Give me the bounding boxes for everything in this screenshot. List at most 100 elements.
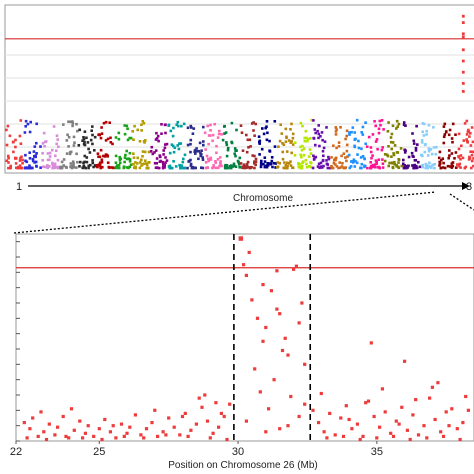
manhattan-point xyxy=(378,119,382,123)
manhattan-point xyxy=(48,155,52,158)
data-point xyxy=(144,427,149,431)
manhattan-point xyxy=(62,123,65,126)
manhattan-point xyxy=(230,141,234,145)
manhattan-point xyxy=(348,166,352,170)
data-point xyxy=(25,436,29,440)
manhattan-point xyxy=(51,161,54,165)
manhattan-point xyxy=(308,165,311,168)
data-point xyxy=(389,431,393,435)
manhattan-point xyxy=(467,158,471,161)
manhattan-point xyxy=(182,157,185,161)
manhattan-point xyxy=(365,145,369,148)
manhattan-point xyxy=(100,126,103,129)
manhattan-point xyxy=(179,166,182,170)
manhattan-point xyxy=(60,160,64,164)
data-point xyxy=(258,390,262,394)
manhattan-point xyxy=(159,159,163,163)
manhattan-point xyxy=(387,121,390,124)
manhattan-point xyxy=(364,142,367,146)
manhattan-point xyxy=(156,134,160,138)
manhattan-point xyxy=(429,148,433,151)
manhattan-point xyxy=(115,165,118,169)
manhattan-point xyxy=(117,131,121,135)
manhattan-point xyxy=(157,139,160,143)
manhattan-point xyxy=(354,160,357,163)
manhattan-point xyxy=(344,137,347,141)
manhattan-point xyxy=(346,155,349,158)
manhattan-point xyxy=(98,155,102,159)
manhattan-point xyxy=(72,163,75,167)
data-point xyxy=(458,437,462,442)
manhattan-point xyxy=(459,154,463,157)
data-point xyxy=(247,250,251,254)
manhattan-point xyxy=(155,157,159,160)
manhattan-point xyxy=(143,141,146,144)
manhattan-point xyxy=(247,146,250,149)
manhattan-point xyxy=(56,166,60,170)
manhattan-point xyxy=(179,142,183,145)
manhattan-point xyxy=(83,154,87,158)
manhattan-point xyxy=(249,145,252,148)
manhattan-point xyxy=(442,161,445,165)
manhattan-point xyxy=(43,140,47,144)
manhattan-point xyxy=(357,146,361,150)
manhattan-point xyxy=(231,165,235,168)
data-point xyxy=(455,427,459,431)
manhattan-point xyxy=(14,162,18,165)
data-point xyxy=(142,436,146,440)
manhattan-point xyxy=(317,136,320,140)
manhattan-point xyxy=(426,154,430,157)
manhattan-point xyxy=(415,124,418,128)
manhattan-point xyxy=(323,140,327,143)
manhattan-point xyxy=(421,165,424,169)
manhattan-point xyxy=(67,145,70,148)
manhattan-point xyxy=(115,164,119,167)
manhattan-point xyxy=(289,164,293,167)
manhattan-point xyxy=(168,151,172,155)
manhattan-point xyxy=(317,124,320,127)
data-point xyxy=(428,396,432,400)
manhattan-point xyxy=(382,128,385,131)
data-point xyxy=(156,434,160,438)
manhattan-point xyxy=(339,126,342,129)
manhattan-point xyxy=(469,132,472,135)
manhattan-point xyxy=(127,157,130,160)
manhattan-point xyxy=(440,158,443,162)
manhattan-point xyxy=(451,164,455,168)
manhattan-point xyxy=(191,165,194,169)
data-point xyxy=(275,269,279,273)
x-tick-label: 35 xyxy=(371,446,383,458)
manhattan-point xyxy=(297,165,301,169)
manhattan-point xyxy=(286,166,289,170)
data-point xyxy=(264,325,268,330)
manhattan-point xyxy=(390,132,394,136)
manhattan-point xyxy=(132,138,135,141)
manhattan-point xyxy=(77,144,81,147)
manhattan-point xyxy=(75,152,78,156)
manhattan-peak-point xyxy=(461,14,465,18)
manhattan-point xyxy=(140,164,143,167)
manhattan-point xyxy=(431,163,434,167)
manhattan-point xyxy=(366,166,369,170)
manhattan-point xyxy=(262,132,266,136)
manhattan-point xyxy=(433,166,436,170)
manhattan-point xyxy=(138,140,142,143)
manhattan-point xyxy=(374,165,377,169)
manhattan-point xyxy=(260,159,263,163)
manhattan-point xyxy=(189,158,192,162)
manhattan-point xyxy=(374,159,378,162)
data-point xyxy=(464,394,468,399)
manhattan-point xyxy=(83,143,87,147)
manhattan-point xyxy=(291,136,295,140)
manhattan-point xyxy=(387,164,390,168)
manhattan-point xyxy=(356,153,359,156)
manhattan-point xyxy=(437,156,441,160)
manhattan-point xyxy=(53,166,57,169)
manhattan-point xyxy=(258,142,261,145)
manhattan-point xyxy=(154,149,158,152)
manhattan-point xyxy=(96,164,99,167)
manhattan-point xyxy=(48,158,51,162)
manhattan-point xyxy=(300,148,304,152)
manhattan-point xyxy=(438,164,441,167)
manhattan-point xyxy=(109,141,113,144)
